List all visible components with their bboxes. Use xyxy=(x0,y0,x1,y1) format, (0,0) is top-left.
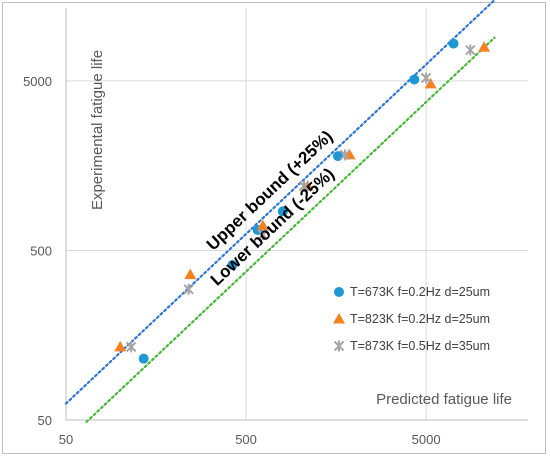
y-tick-label: 5000 xyxy=(23,74,52,89)
star-data-point xyxy=(257,229,269,241)
star-data-point xyxy=(339,149,351,161)
circle-data-point xyxy=(409,74,420,85)
reference-line-labels: Upper bound (+25%)Lower bound (-25%) xyxy=(203,127,338,290)
legend-circle-marker xyxy=(334,287,344,297)
circle-data-point xyxy=(277,206,288,217)
legend-triangle-marker xyxy=(333,313,345,324)
y-axis-title: Experimental fatigue life xyxy=(89,50,106,210)
legend: T=673K f=0.2Hz d=25um T=823K f=0.2Hz d=25… xyxy=(333,285,490,353)
legend-entry-label: T=873K f=0.5Hz d=35um xyxy=(350,339,490,353)
star-data-point xyxy=(183,283,194,295)
triangle-data-point xyxy=(114,340,127,352)
upper-bound-line xyxy=(64,0,496,405)
triangle-data-point xyxy=(184,268,197,280)
star-data-point xyxy=(125,341,137,353)
tick-labels: 50 500 5000 50 500 5000 xyxy=(23,74,440,447)
lower-bound-line xyxy=(85,36,496,423)
y-tick-label: 500 xyxy=(30,243,52,258)
star-data-point xyxy=(420,72,432,84)
star-data-point xyxy=(465,44,476,56)
legend-entry-label: T=823K f=0.2Hz d=25um xyxy=(350,312,490,326)
triangle-data-point xyxy=(424,77,437,89)
legend-entry-label: T=673K f=0.2Hz d=25um xyxy=(350,285,490,299)
triangle-data-point xyxy=(256,219,269,231)
legend-star-marker xyxy=(333,340,345,352)
x-axis-title: Predicted fatigue life xyxy=(376,391,512,408)
triangle-data-point xyxy=(478,41,491,52)
reference-lines xyxy=(64,0,496,423)
star-data-point xyxy=(298,180,310,192)
x-tick-label: 5000 xyxy=(412,432,441,447)
circle-data-point xyxy=(448,38,459,49)
circle-data-point xyxy=(138,353,149,364)
x-tick-label: 50 xyxy=(59,432,73,447)
y-tick-label: 50 xyxy=(38,413,52,428)
x-tick-label: 500 xyxy=(235,432,257,447)
data-points xyxy=(114,38,491,364)
circle-data-point xyxy=(227,260,238,271)
